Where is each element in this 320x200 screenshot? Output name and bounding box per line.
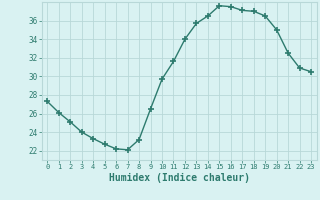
X-axis label: Humidex (Indice chaleur): Humidex (Indice chaleur): [109, 173, 250, 183]
